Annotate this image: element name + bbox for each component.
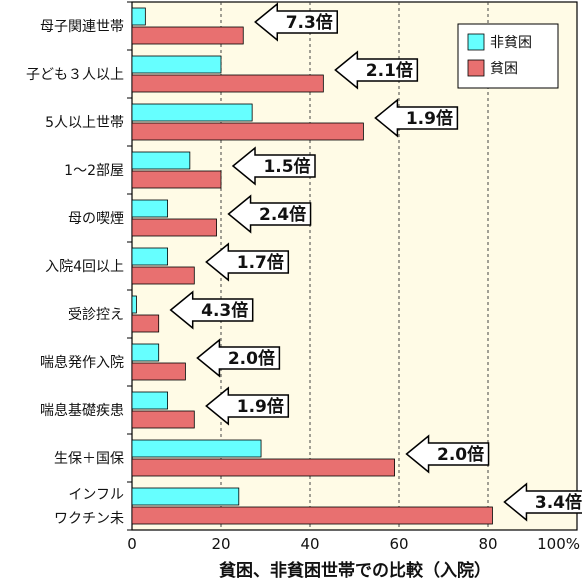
- bar-poor: [131, 362, 186, 381]
- bar-non-poor: [131, 151, 191, 170]
- bar-poor: [131, 122, 364, 141]
- bar-non-poor: [131, 343, 160, 362]
- ratio-label: 2.0倍: [437, 444, 484, 465]
- ratio-arrow: [205, 242, 290, 282]
- category-label: 子ども３人以上: [26, 67, 124, 83]
- x-tick-label: 100%: [537, 535, 580, 553]
- bar-non-poor: [131, 103, 253, 122]
- category-label: 1〜2部屋: [64, 163, 124, 179]
- bar-non-poor: [131, 199, 168, 218]
- category-label: 生保＋国保: [54, 451, 124, 467]
- ratio-arrow: [405, 434, 490, 474]
- category-label: 喘息発作入院: [40, 354, 124, 371]
- bar-poor: [131, 218, 217, 237]
- ratio-label: 7.3倍: [286, 12, 333, 33]
- legend-swatch: [467, 33, 485, 51]
- ratio-arrow: [231, 146, 316, 186]
- ratio-label: 3.4倍: [535, 492, 582, 513]
- ratio-arrow: [196, 338, 281, 378]
- category-label: 母子関連世帯: [40, 19, 124, 35]
- x-tick-label: 60: [389, 535, 408, 553]
- ratio-arrow: [227, 194, 312, 234]
- bar-poor: [131, 314, 160, 333]
- x-tick-label: 0: [127, 535, 137, 553]
- bar-poor: [131, 26, 244, 45]
- ratio-label: 1.9倍: [237, 396, 284, 417]
- bar-poor: [131, 170, 222, 189]
- ratio-arrow: [374, 98, 459, 138]
- ratio-arrow: [503, 482, 582, 522]
- ratio-arrow: [205, 386, 290, 426]
- legend: [457, 23, 559, 89]
- x-tick-label: 40: [300, 535, 319, 553]
- legend-swatch: [467, 59, 485, 77]
- bar-non-poor: [131, 295, 137, 314]
- x-axis-title: 貧困、非貧困世帯での比較（入院）: [219, 560, 491, 581]
- ratio-arrow: [169, 290, 254, 330]
- category-label: 5人以上世帯: [45, 115, 124, 131]
- bar-poor: [131, 266, 195, 285]
- ratio-arrow: [334, 50, 419, 90]
- x-tick-label: 80: [478, 535, 497, 553]
- bar-poor: [131, 506, 493, 525]
- bar-poor: [131, 74, 324, 93]
- category-label: インフル: [68, 487, 124, 503]
- bar-poor: [131, 410, 195, 429]
- x-tick-label: 20: [211, 535, 230, 553]
- category-label: 入院4回以上: [45, 259, 124, 275]
- ratio-arrow: [254, 2, 338, 42]
- category-label: 受診控え: [68, 307, 124, 323]
- bar-non-poor: [131, 391, 168, 410]
- bar-non-poor: [131, 439, 262, 458]
- bar-poor: [131, 458, 395, 477]
- ratio-label: 1.7倍: [237, 252, 284, 273]
- bar-non-poor: [131, 55, 222, 74]
- bar-non-poor: [131, 247, 168, 266]
- bar-non-poor: [131, 7, 146, 26]
- ratio-label: 2.4倍: [259, 204, 306, 225]
- ratio-label: 2.0倍: [228, 348, 275, 369]
- category-label: 母の喫煙: [68, 211, 124, 227]
- category-label: 喘息基礎疾患: [40, 402, 124, 419]
- legend-label: 貧困: [490, 61, 518, 77]
- ratio-label: 1.5倍: [263, 156, 310, 177]
- ratio-label: 4.3倍: [201, 300, 248, 321]
- bar-non-poor: [131, 487, 240, 506]
- ratio-label: 1.9倍: [406, 108, 453, 129]
- legend-label: 非貧困: [490, 35, 532, 51]
- category-label: ワクチン未: [54, 511, 124, 527]
- ratio-label: 2.1倍: [366, 60, 413, 81]
